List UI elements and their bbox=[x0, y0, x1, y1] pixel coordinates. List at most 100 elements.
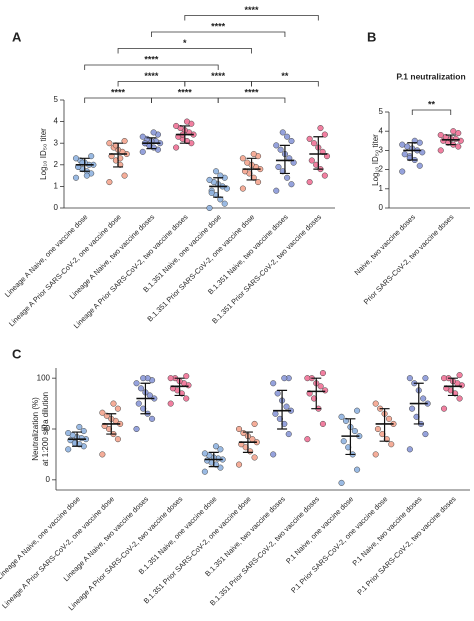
data-point bbox=[88, 153, 95, 160]
data-point bbox=[270, 380, 277, 387]
data-point bbox=[121, 172, 128, 179]
data-point bbox=[183, 373, 190, 380]
data-point bbox=[206, 176, 213, 183]
data-point bbox=[149, 415, 156, 422]
error-bar bbox=[379, 408, 390, 442]
error-bar bbox=[113, 142, 124, 168]
data-point bbox=[288, 181, 295, 188]
data-point bbox=[239, 155, 246, 162]
data-point bbox=[372, 400, 379, 407]
data-point bbox=[133, 425, 140, 433]
data-point bbox=[250, 150, 257, 158]
x-tick-label: Lineage A Prior SARS-CoV-2, two vaccine … bbox=[72, 212, 190, 330]
significance-label: **** bbox=[178, 87, 193, 97]
data-point bbox=[114, 436, 121, 443]
y-tick-label: 2 bbox=[379, 165, 384, 174]
data-point bbox=[251, 454, 258, 461]
significance-bracket bbox=[217, 97, 286, 103]
data-point bbox=[456, 395, 463, 402]
data-point bbox=[183, 118, 191, 125]
data-point bbox=[354, 466, 361, 473]
data-point bbox=[416, 162, 423, 169]
panel-label: C bbox=[12, 346, 22, 361]
y-axis-label: Log₁₀ ID₅₀ titer bbox=[39, 128, 48, 180]
data-point bbox=[306, 135, 313, 142]
error-bar bbox=[311, 377, 322, 410]
data-point bbox=[351, 427, 358, 435]
panel-label: B bbox=[367, 29, 376, 44]
data-point bbox=[319, 420, 326, 427]
data-point bbox=[80, 427, 87, 435]
data-point bbox=[310, 140, 318, 147]
data-point bbox=[319, 370, 326, 377]
x-tick-label: P.1 Naive, two vaccine doses bbox=[350, 494, 423, 567]
significance-bracket bbox=[84, 64, 219, 70]
error-bar bbox=[277, 389, 288, 430]
data-point bbox=[385, 415, 393, 422]
data-point bbox=[72, 155, 80, 162]
y-tick-label: 0 bbox=[379, 203, 384, 212]
data-point bbox=[440, 375, 448, 382]
data-point bbox=[399, 168, 406, 175]
y-tick-label: 50 bbox=[41, 424, 50, 433]
y-tick-label: 100 bbox=[37, 373, 51, 382]
data-point bbox=[167, 375, 174, 382]
y-tick-label: 1 bbox=[54, 182, 59, 191]
significance-bracket bbox=[151, 31, 286, 37]
data-point bbox=[274, 390, 281, 397]
data-point bbox=[204, 457, 211, 464]
x-tick-label: Naive, two vaccine doses bbox=[352, 212, 417, 277]
data-point bbox=[117, 155, 124, 162]
data-point bbox=[239, 185, 246, 192]
y-tick-label: 1 bbox=[379, 184, 384, 193]
significance-bracket bbox=[184, 15, 319, 21]
significance-label: ** bbox=[281, 71, 289, 81]
data-point bbox=[388, 441, 395, 448]
y-tick-label: 4 bbox=[54, 117, 59, 126]
data-point bbox=[99, 409, 106, 416]
y-axis-label: Neutralization (%) bbox=[31, 397, 40, 461]
panel-label: A bbox=[12, 29, 22, 44]
data-point bbox=[173, 122, 180, 129]
data-point bbox=[212, 168, 220, 175]
data-point bbox=[139, 148, 146, 155]
y-tick-label: 5 bbox=[54, 95, 59, 104]
data-point bbox=[235, 425, 243, 433]
data-point bbox=[288, 137, 295, 145]
y-tick-label: 2 bbox=[54, 160, 59, 169]
data-point bbox=[135, 400, 142, 407]
data-point bbox=[167, 400, 174, 407]
data-point bbox=[456, 372, 463, 379]
data-point bbox=[422, 431, 429, 438]
data-point bbox=[99, 451, 106, 458]
data-point bbox=[139, 133, 146, 140]
data-point bbox=[285, 431, 292, 438]
data-point bbox=[406, 446, 413, 453]
data-point bbox=[255, 179, 262, 186]
data-point bbox=[110, 400, 117, 407]
data-point bbox=[304, 375, 311, 382]
data-point bbox=[235, 461, 243, 468]
data-point bbox=[137, 385, 145, 392]
data-point bbox=[140, 375, 147, 382]
data-point bbox=[321, 172, 328, 179]
y-tick-label: 0 bbox=[46, 475, 51, 484]
chart-title: P.1 neutralization bbox=[396, 71, 465, 81]
data-point bbox=[250, 174, 257, 181]
data-point bbox=[399, 141, 406, 148]
y-tick-label: 4 bbox=[379, 126, 384, 135]
data-point bbox=[406, 375, 413, 382]
data-point bbox=[76, 423, 83, 431]
data-point bbox=[208, 189, 215, 196]
data-point bbox=[251, 420, 258, 427]
y-axis-label: at 1:200 sera dilution bbox=[41, 392, 50, 466]
significance-label: **** bbox=[144, 71, 159, 81]
data-point bbox=[279, 129, 286, 136]
data-point bbox=[283, 403, 290, 410]
data-point bbox=[308, 157, 315, 164]
data-point bbox=[284, 133, 291, 140]
data-point bbox=[272, 410, 279, 417]
data-point bbox=[106, 140, 113, 147]
data-point bbox=[437, 147, 444, 154]
data-point bbox=[342, 417, 350, 424]
